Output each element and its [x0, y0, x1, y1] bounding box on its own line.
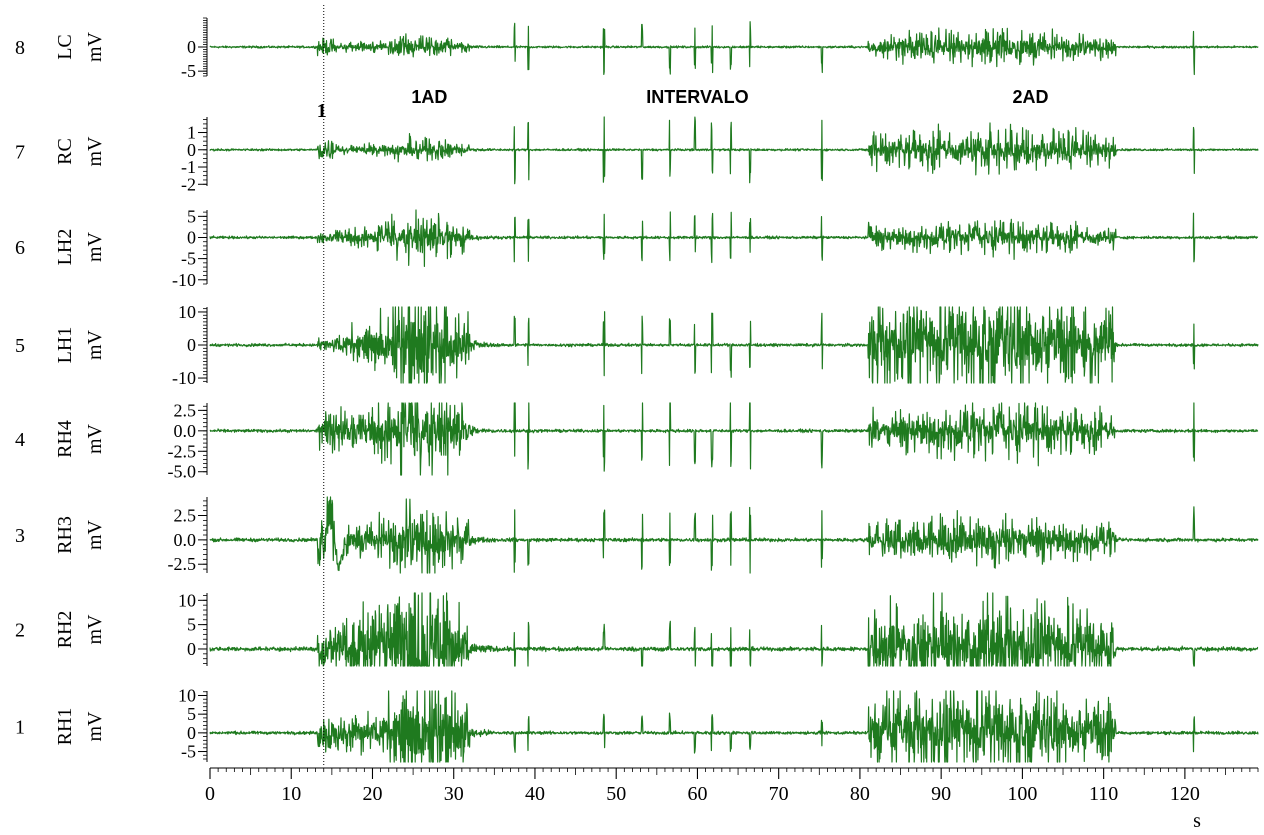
y-tick-label-lh2: -5 [181, 249, 196, 269]
channel-unit: mV [84, 136, 106, 167]
channel-unit: mV [84, 519, 106, 550]
x-tick-label: 110 [1089, 783, 1118, 805]
channel-name-lh2: LH2 [54, 229, 76, 266]
y-tick-label-lc: 0 [187, 37, 196, 57]
y-tick-label-rc: 0 [187, 140, 196, 160]
channel-number: 6 [15, 237, 25, 259]
annotation-intervalo: INTERVALO [646, 87, 748, 107]
channel-unit: mV [84, 329, 106, 360]
x-tick-label: 50 [606, 783, 626, 805]
y-tick-label-rh1: 0 [187, 723, 196, 743]
annotation-1ad: 1AD [411, 87, 447, 107]
y-tick-label-rh1: 10 [178, 685, 196, 705]
trace-lc [209, 21, 1259, 76]
y-tick-label-lh1: 10 [178, 302, 196, 322]
y-tick-label-rc: -1 [181, 157, 196, 177]
channel-unit: mV [84, 423, 106, 454]
y-tick-label-lh2: 0 [187, 227, 196, 247]
trace-rh4 [209, 402, 1259, 476]
channel-name-rh1: RH1 [54, 708, 76, 746]
channel-unit: mV [84, 711, 106, 742]
channel-number: 4 [15, 429, 25, 451]
y-tick-label-lh2: -10 [172, 270, 196, 290]
x-tick-label: 90 [931, 783, 951, 805]
trace-lh2 [209, 209, 1259, 267]
y-tick-label-rh4: 2.5 [174, 400, 197, 420]
x-tick-label: 0 [205, 783, 215, 805]
channel-number: 3 [15, 525, 25, 547]
y-tick-label-rh4: -5.0 [168, 462, 197, 482]
channel-name-rh4: RH4 [54, 420, 76, 458]
channel-number: 1 [15, 717, 25, 739]
y-tick-label-rh2: 5 [187, 615, 196, 635]
x-tick-label: 100 [1007, 783, 1037, 805]
x-tick-label: 70 [769, 783, 789, 805]
channel-name-rh2: RH2 [54, 611, 76, 649]
channel-unit: mV [84, 31, 106, 62]
channel-number: 5 [15, 335, 25, 357]
y-tick-label-rh2: 0 [187, 639, 196, 659]
x-tick-label: 120 [1170, 783, 1200, 805]
channel-number: 7 [15, 142, 25, 164]
channel-name-rh3: RH3 [54, 516, 76, 554]
channel-unit: mV [84, 614, 106, 645]
y-tick-label-rh2: 10 [178, 590, 196, 610]
x-tick-label: 10 [281, 783, 301, 805]
y-tick-label-lc: -5 [181, 61, 196, 81]
x-axis-label: s [1193, 810, 1201, 832]
channel-number: 8 [15, 37, 25, 59]
y-tick-label-lh1: -10 [172, 368, 196, 388]
y-tick-label-rc: -2 [181, 174, 196, 194]
trace-rc [209, 116, 1259, 185]
trace-rh3 [209, 496, 1259, 574]
x-tick-label: 30 [444, 783, 464, 805]
y-tick-label-rh3: 2.5 [174, 506, 197, 526]
annotation-2ad: 2AD [1013, 87, 1049, 107]
y-tick-label-rh3: -2.5 [168, 554, 197, 574]
channel-unit: mV [84, 231, 106, 262]
channel-name-lh1: LH1 [54, 327, 76, 364]
y-tick-label-rh3: 0.0 [174, 530, 197, 550]
y-tick-label-rh1: -5 [181, 742, 196, 762]
x-tick-label: 80 [850, 783, 870, 805]
channel-number: 2 [15, 620, 25, 642]
trace-rh1 [209, 690, 1259, 763]
y-tick-label-lh1: 0 [187, 335, 196, 355]
x-tick-label: 60 [687, 783, 707, 805]
x-tick-label: 20 [362, 783, 382, 805]
trace-lh1 [209, 306, 1259, 384]
y-tick-label-rh4: -2.5 [168, 441, 197, 461]
y-tick-label-rc: 1 [187, 123, 196, 143]
y-tick-label-lh2: 5 [187, 206, 196, 226]
trace-rh2 [209, 592, 1259, 667]
channel-name-rc: RC [54, 138, 76, 165]
y-tick-label-rh1: 5 [187, 704, 196, 724]
y-tick-label-rh4: 0.0 [174, 421, 197, 441]
x-tick-label: 40 [525, 783, 545, 805]
stimulus-marker-label: 1 [317, 100, 327, 122]
channel-name-lc: LC [54, 34, 76, 60]
